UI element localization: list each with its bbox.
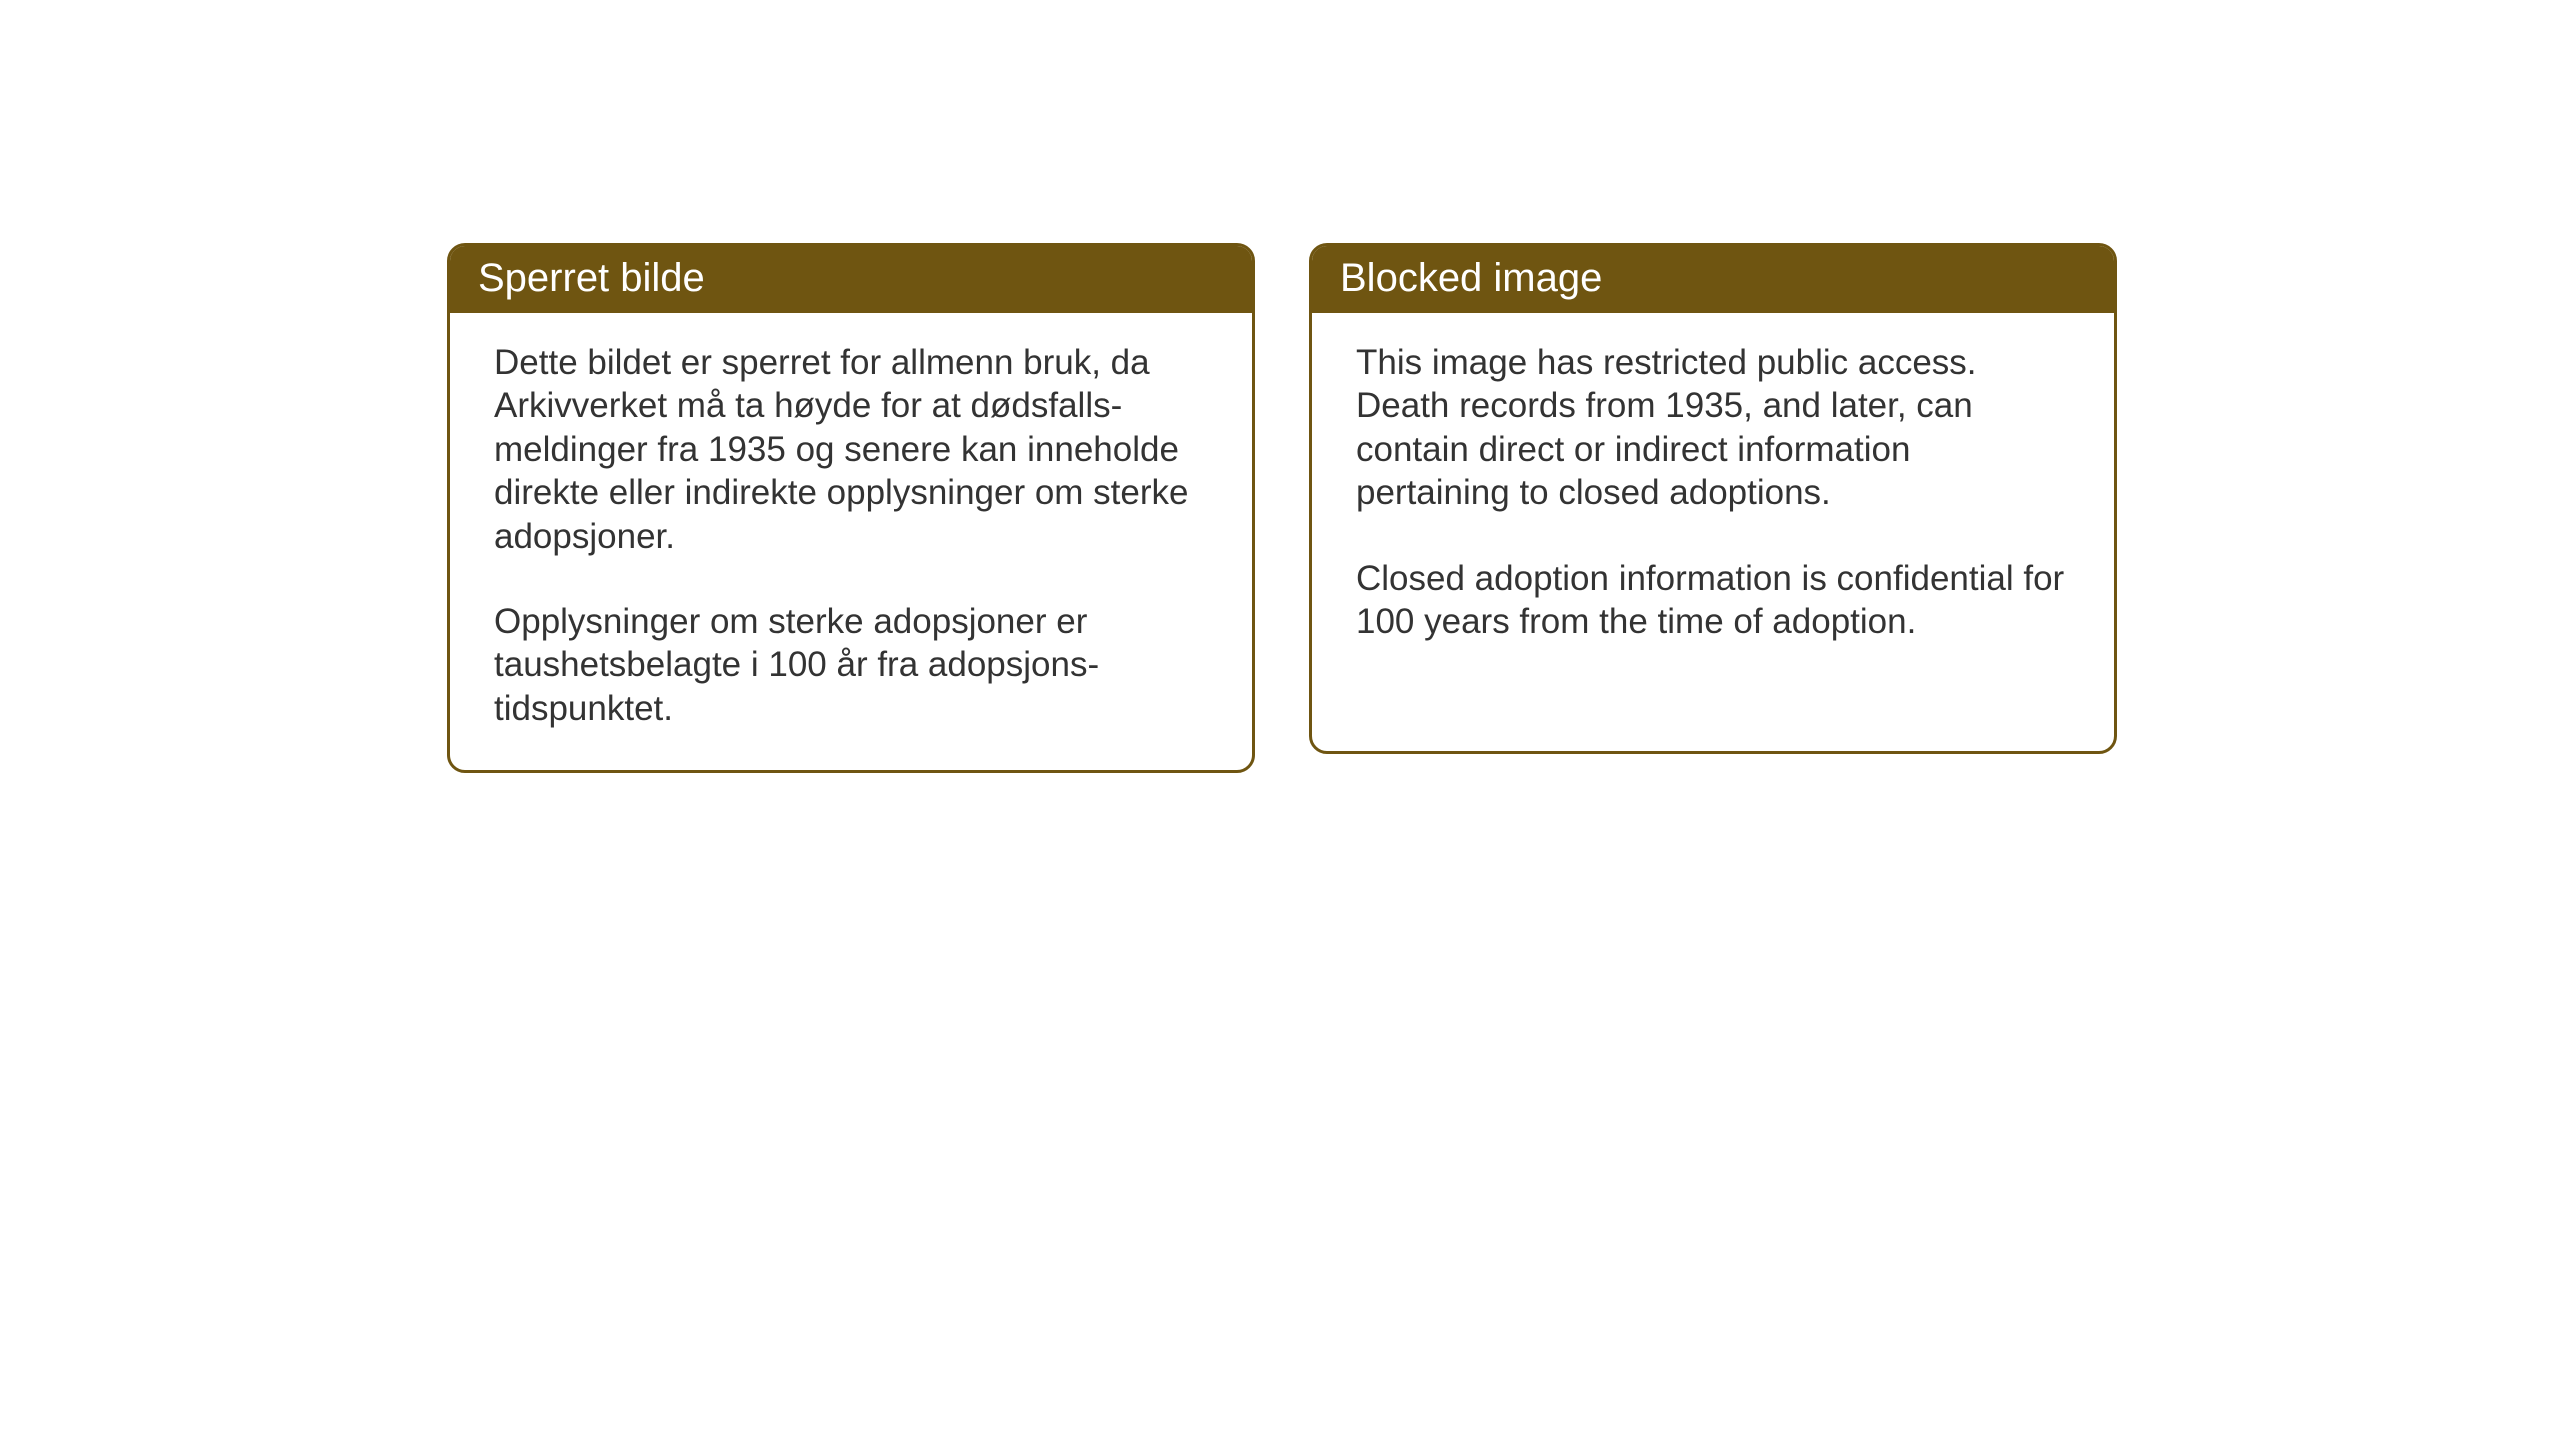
card-body-english: This image has restricted public access.… <box>1312 313 2114 683</box>
card-text-norwegian-p1: Dette bildet er sperret for allmenn bruk… <box>494 341 1208 558</box>
notice-card-english: Blocked image This image has restricted … <box>1309 243 2117 754</box>
card-title-english: Blocked image <box>1312 246 2114 313</box>
card-text-english-p2: Closed adoption information is confident… <box>1356 557 2070 644</box>
card-title-norwegian: Sperret bilde <box>450 246 1252 313</box>
notice-card-norwegian: Sperret bilde Dette bildet er sperret fo… <box>447 243 1255 773</box>
card-text-norwegian-p2: Opplysninger om sterke adopsjoner er tau… <box>494 600 1208 730</box>
card-text-english-p1: This image has restricted public access.… <box>1356 341 2070 515</box>
card-body-norwegian: Dette bildet er sperret for allmenn bruk… <box>450 313 1252 770</box>
notice-container: Sperret bilde Dette bildet er sperret fo… <box>447 243 2117 773</box>
